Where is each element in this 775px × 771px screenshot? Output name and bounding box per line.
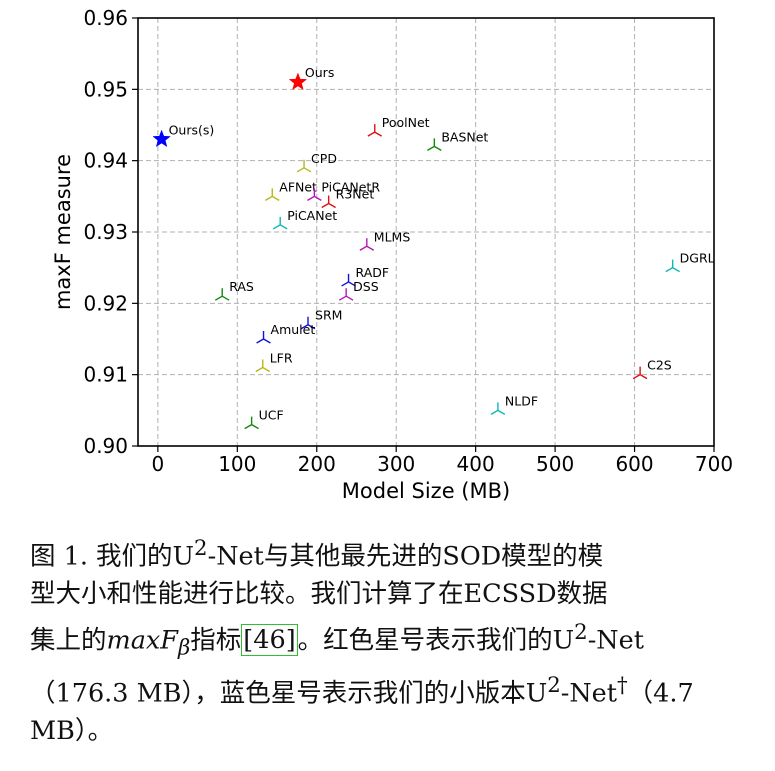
y-tick-label: 0.90 — [83, 434, 128, 458]
point-label: AFNet — [279, 179, 317, 194]
tri-marker — [307, 188, 322, 201]
point-label: Ours(s) — [169, 122, 215, 137]
star-marker — [152, 129, 171, 148]
figure-caption: 图 1. 我们的U2-Net与其他最先进的SOD模型的模 型大小和性能进行比较。… — [30, 530, 758, 750]
caption-text: -Net — [587, 625, 644, 655]
x-tick-label: 0 — [151, 452, 164, 476]
point-label: DGRL — [680, 251, 715, 266]
caption-text: -Net与其他最先进的SOD模型的模 — [207, 541, 604, 572]
caption-line-5: MB）。 — [30, 713, 758, 751]
tri-marker — [264, 188, 280, 201]
caption-line-4: （176.3 MB），蓝色星号表示我们的小版本U2-Net†（4.7 — [30, 667, 758, 713]
tri-marker — [321, 195, 336, 209]
x-tick-label: 600 — [615, 452, 653, 476]
caption-text: -Net — [560, 678, 618, 709]
tri-marker — [341, 273, 356, 287]
y-tick-label: 0.92 — [83, 291, 128, 315]
point-label: RAS — [229, 279, 254, 294]
star-marker — [288, 72, 308, 91]
tri-marker — [255, 359, 271, 373]
caption-text: 图 1. 我们的U — [30, 541, 195, 572]
caption-superscript: 2 — [574, 619, 588, 645]
caption-superscript: 2 — [194, 536, 208, 561]
tri-marker — [244, 416, 259, 430]
y-tick-label: 0.95 — [83, 77, 128, 101]
grid-lines — [138, 17, 715, 447]
axis-ticks: 0 100 200 300 400 500 600 700 0.90 0.91 0.92 0.93 0.… — [83, 6, 733, 476]
x-tick-label: 200 — [298, 452, 336, 476]
caption-text: 。红色星号表示我们的U — [297, 625, 575, 655]
point-label: UCF — [259, 408, 284, 423]
point-label: MLMS — [374, 229, 411, 244]
x-axis-label: Model Size (MB) — [342, 479, 510, 503]
tri-marker — [665, 259, 680, 273]
y-tick-label: 0.94 — [83, 149, 128, 173]
x-tick-label: 100 — [218, 452, 256, 476]
caption-text: 集上的 — [30, 625, 107, 655]
x-tick-label: 300 — [377, 452, 415, 476]
point-label: RADF — [356, 265, 390, 280]
tri-marker — [632, 366, 648, 380]
point-label: PiCANet — [287, 208, 337, 223]
tri-marker — [296, 159, 312, 173]
tri-marker — [272, 216, 288, 230]
caption-text: 指标 — [190, 625, 242, 655]
caption-line-1: 图 1. 我们的U2-Net与其他最先进的SOD模型的模 — [30, 530, 758, 576]
point-label: DSS — [353, 279, 379, 294]
point-label: PoolNet — [382, 115, 430, 130]
caption-text: （176.3 MB），蓝色星号表示我们的小版本U — [30, 678, 548, 709]
caption-line-3: 集上的maxFβ指标[46]。红色星号表示我们的U2-Net — [30, 614, 758, 667]
caption-text: MB）。 — [30, 715, 114, 746]
caption-superscript: 2 — [547, 672, 561, 698]
point-label: SRM — [315, 308, 342, 323]
x-tick-label: 700 — [695, 452, 733, 476]
citation-link[interactable]: [46] — [241, 624, 298, 656]
y-tick-label: 0.91 — [83, 363, 128, 387]
caption-math: maxF — [106, 625, 178, 655]
point-label: NLDF — [505, 393, 538, 408]
caption-math-subscript: β — [177, 635, 191, 661]
y-tick-label: 0.93 — [83, 220, 128, 244]
tri-marker — [300, 316, 316, 330]
y-axis-label: maxF measure — [51, 154, 75, 310]
tri-marker — [359, 238, 375, 251]
y-tick-label: 0.96 — [83, 6, 128, 30]
x-tick-label: 500 — [536, 452, 574, 476]
tri-marker — [214, 288, 230, 301]
tri-marker — [490, 402, 506, 415]
caption-text: （4.7 — [627, 678, 694, 709]
x-tick-label: 400 — [457, 452, 495, 476]
point-label: CPD — [311, 151, 337, 166]
point-label: LFR — [270, 351, 293, 366]
scatter-chart: 0 100 200 300 400 500 600 700 0.90 0.91 0.92 0.93 0.… — [51, 6, 733, 503]
caption-dagger: † — [617, 672, 628, 698]
caption-text: 型大小和性能进行比较。我们计算了在ECSSD数据 — [30, 579, 608, 609]
point-label: BASNet — [441, 129, 488, 144]
tri-marker — [427, 138, 442, 152]
point-label: Ours — [305, 65, 334, 80]
point-label: PiCANetR — [321, 179, 380, 194]
caption-line-2: 型大小和性能进行比较。我们计算了在ECSSD数据 — [30, 576, 758, 614]
tri-marker — [367, 124, 383, 137]
point-label: Amulet — [271, 322, 316, 337]
tri-marker — [256, 331, 271, 344]
tri-marker — [338, 288, 354, 301]
point-label: C2S — [647, 358, 672, 373]
point-label: R3Net — [336, 186, 375, 201]
